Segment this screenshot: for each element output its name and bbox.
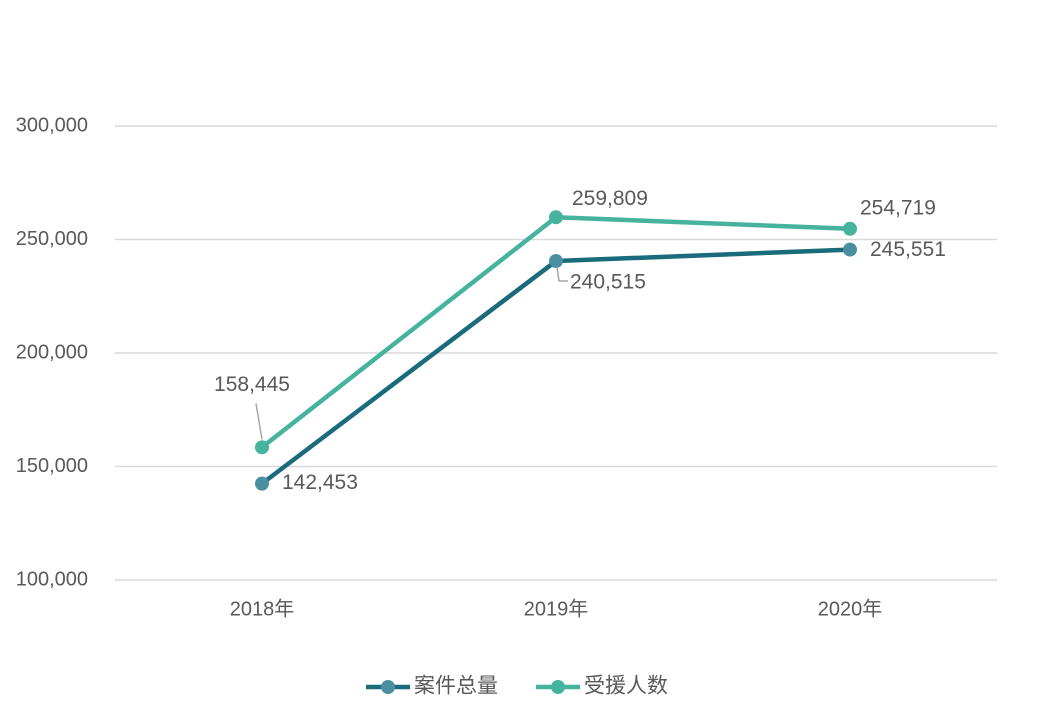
marker: [843, 221, 857, 236]
legend-marker: [551, 680, 565, 694]
legend-label: 受援人数: [584, 675, 668, 698]
y-tick-label: 250,000: [16, 228, 88, 250]
marker: [549, 210, 563, 225]
y-tick-label: 200,000: [16, 341, 88, 363]
legend-label: 案件总量: [414, 675, 498, 698]
data-label: 245,551: [870, 238, 946, 261]
marker: [255, 476, 269, 491]
x-tick-label: 2018年: [230, 597, 295, 620]
leader-line: [255, 403, 263, 440]
data-label: 254,719: [860, 196, 936, 219]
y-tick-label: 100,000: [16, 568, 88, 590]
marker: [549, 254, 563, 269]
y-tick-label: 300,000: [16, 114, 88, 136]
data-label: 158,445: [214, 373, 290, 396]
series-line: [260, 247, 851, 486]
data-label: 259,809: [572, 187, 648, 210]
y-tick-label: 150,000: [16, 455, 88, 477]
leader-line: [556, 266, 568, 282]
data-label: 142,453: [282, 471, 358, 494]
data-label: 240,515: [570, 271, 646, 294]
marker: [843, 242, 857, 257]
marker: [255, 440, 269, 455]
legend-marker: [381, 680, 395, 694]
x-tick-label: 2019年: [524, 597, 589, 620]
x-tick-label: 2020年: [818, 597, 883, 620]
